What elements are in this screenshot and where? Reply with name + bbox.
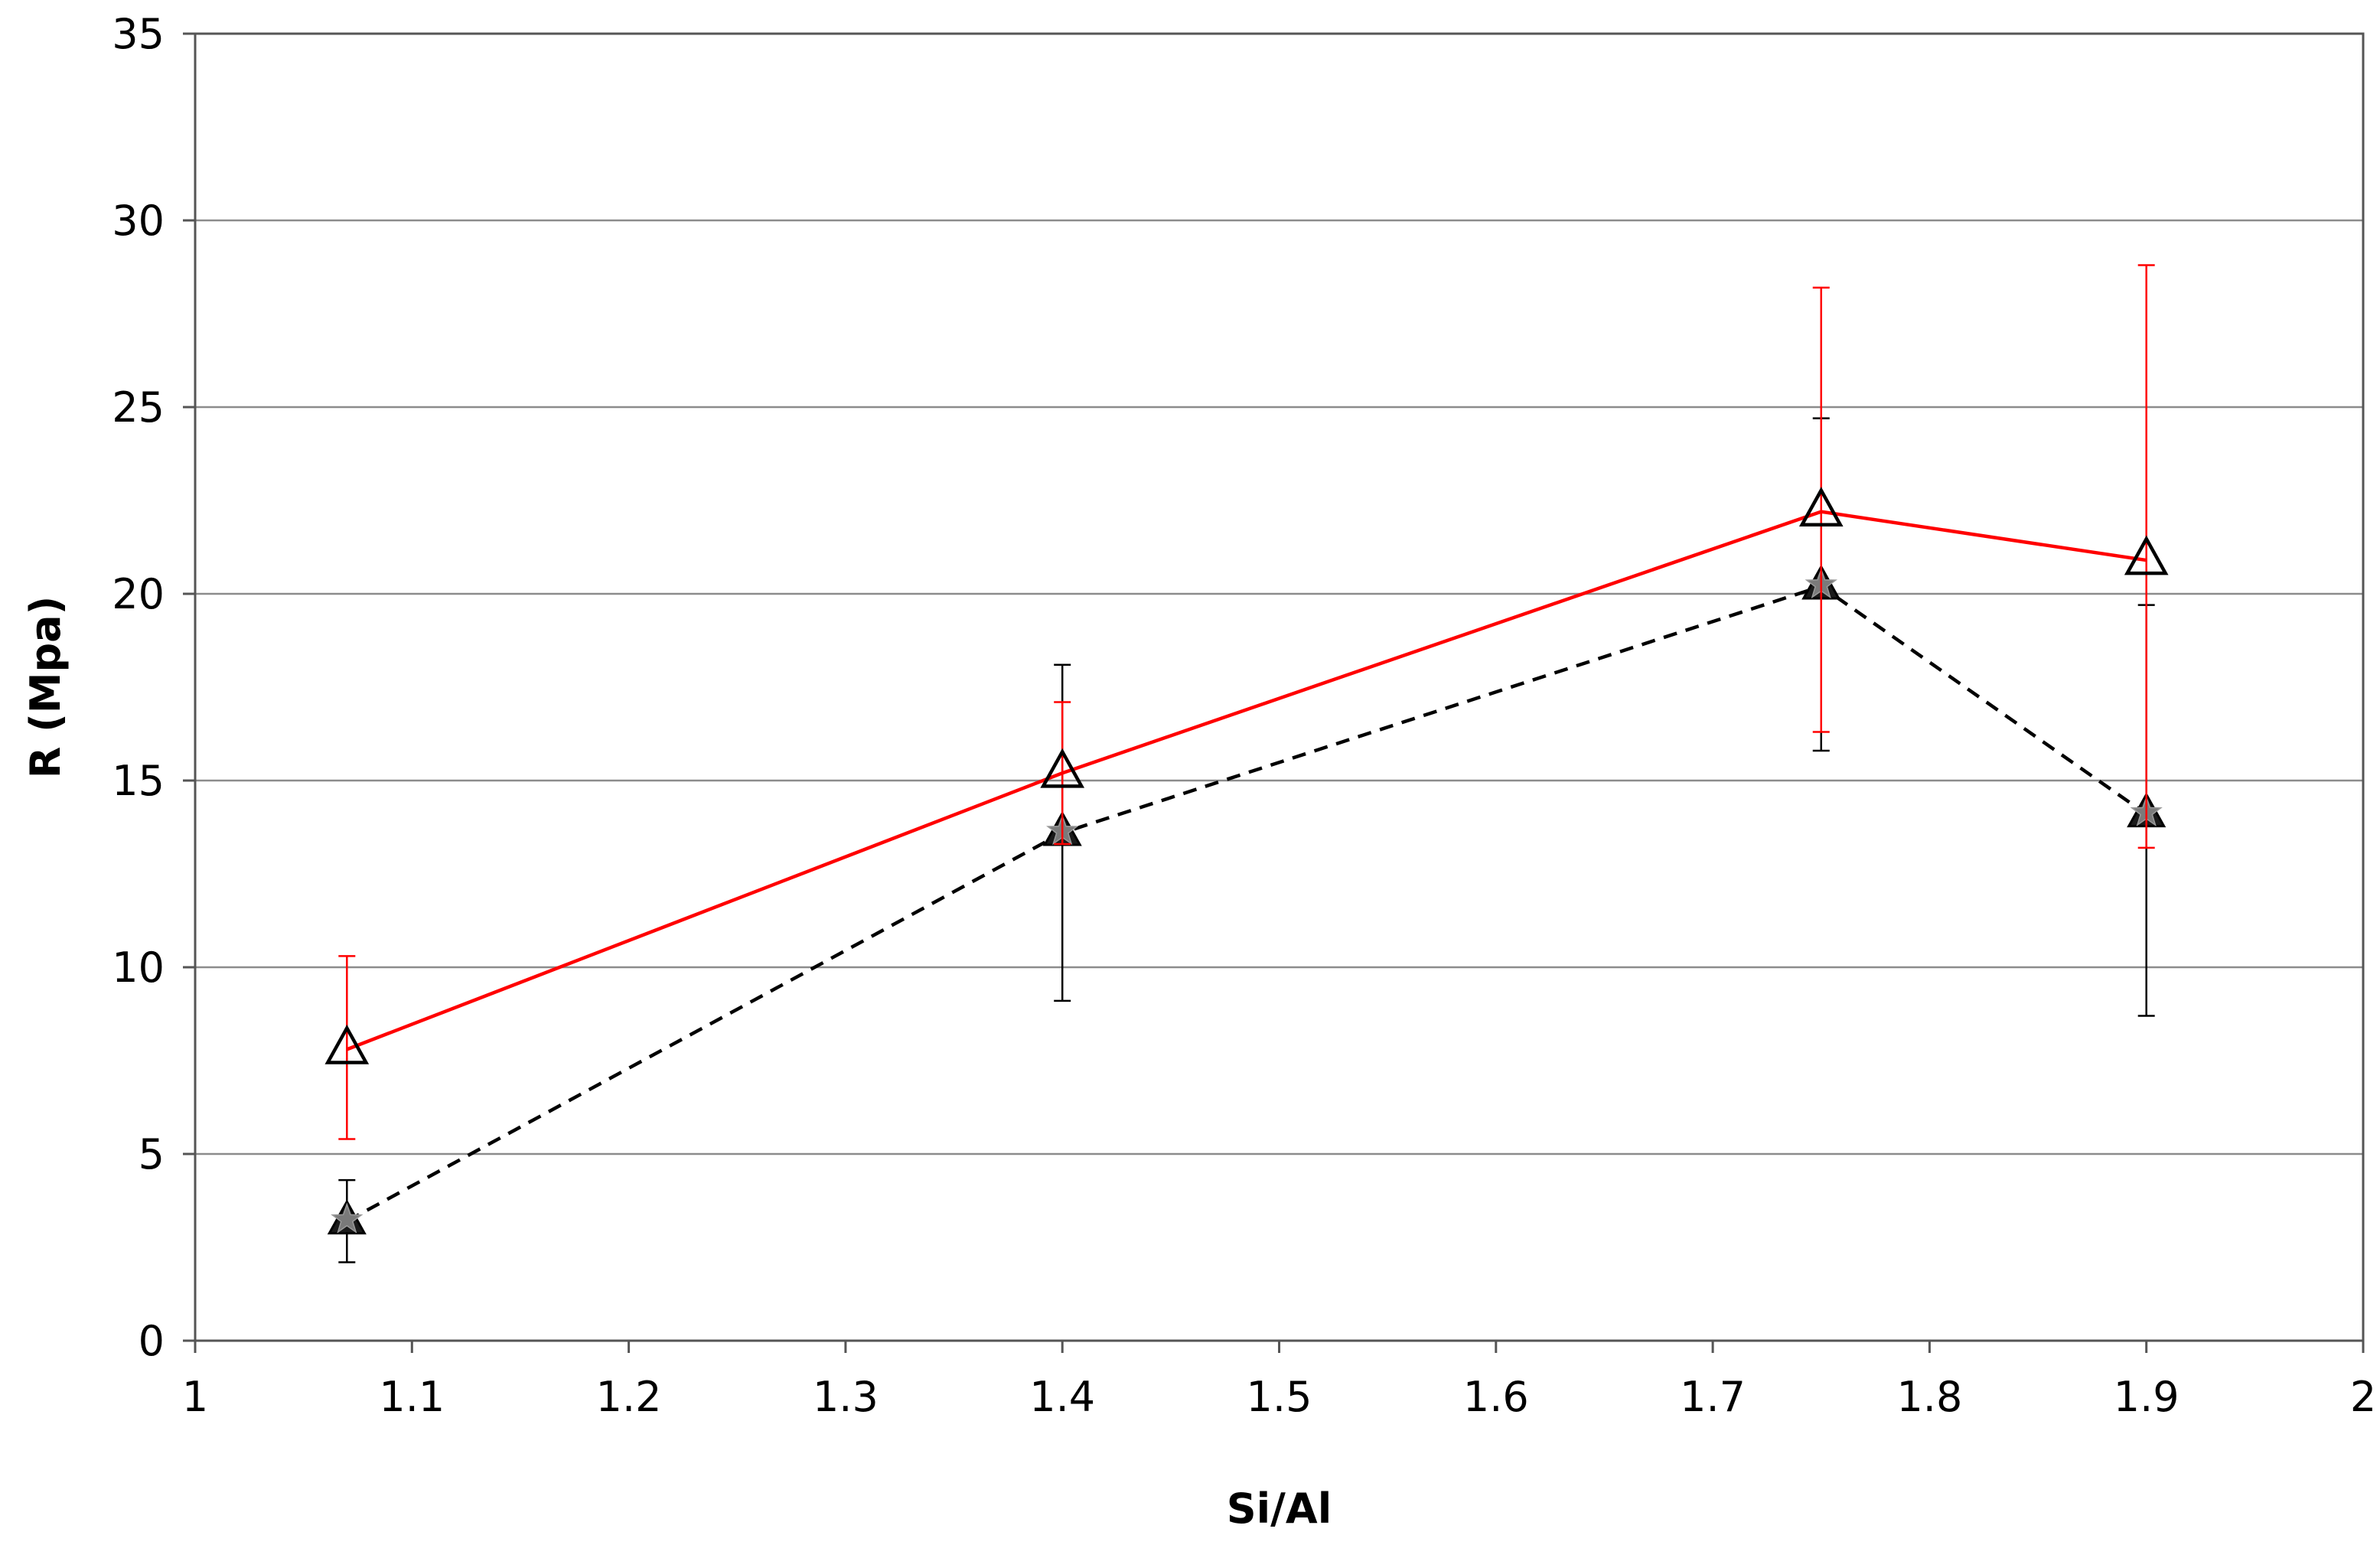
y-tick-label: 5 bbox=[139, 1130, 165, 1178]
series-line-0 bbox=[346, 510, 2147, 1051]
x-tick-label: 1.2 bbox=[596, 1373, 662, 1421]
x-tick-label: 1.5 bbox=[1247, 1373, 1312, 1421]
y-tick-label: 30 bbox=[112, 197, 165, 245]
y-axis-ticks: 0 5 10 15 20 25 30 35 bbox=[112, 10, 195, 1365]
x-axis-title: Si/Al bbox=[1227, 1485, 1332, 1533]
star-marker bbox=[331, 1202, 364, 1234]
y-tick-label: 15 bbox=[112, 757, 165, 805]
data-point-0-0 bbox=[324, 1024, 370, 1064]
x-tick-label: 1.7 bbox=[1680, 1373, 1746, 1421]
data-point-1-0 bbox=[327, 1199, 367, 1235]
y-tick-label: 0 bbox=[139, 1317, 165, 1365]
data-point-0-3 bbox=[2124, 535, 2169, 575]
data-point-0-2 bbox=[1798, 487, 1844, 526]
y-tick-label: 35 bbox=[112, 10, 165, 58]
series-0 bbox=[324, 264, 2169, 1140]
data-point-0-1 bbox=[1040, 748, 1085, 788]
x-tick-label: 1 bbox=[182, 1373, 208, 1421]
plot-area bbox=[194, 32, 2365, 1342]
x-tick-label: 1.6 bbox=[1463, 1373, 1529, 1421]
x-tick-label: 1.4 bbox=[1029, 1373, 1095, 1421]
series-1 bbox=[327, 417, 2166, 1263]
gridlines bbox=[195, 219, 2363, 1155]
y-axis-title: R (Mpa) bbox=[21, 596, 70, 779]
x-axis-ticks: 1 1.1 1.2 1.3 1.4 1.5 1.6 1.7 1.8 1.9 2 bbox=[182, 1341, 2376, 1421]
x-tick-label: 1.8 bbox=[1896, 1373, 1962, 1421]
y-tick-label: 10 bbox=[112, 944, 165, 992]
x-tick-label: 2 bbox=[2350, 1373, 2376, 1421]
x-tick-label: 1.1 bbox=[379, 1373, 445, 1421]
series-group bbox=[324, 264, 2169, 1263]
series-line-1 bbox=[346, 584, 2147, 1223]
y-tick-label: 25 bbox=[112, 383, 165, 432]
x-tick-label: 1.9 bbox=[2114, 1373, 2179, 1421]
x-tick-label: 1.3 bbox=[813, 1373, 879, 1421]
y-tick-label: 20 bbox=[112, 570, 165, 618]
